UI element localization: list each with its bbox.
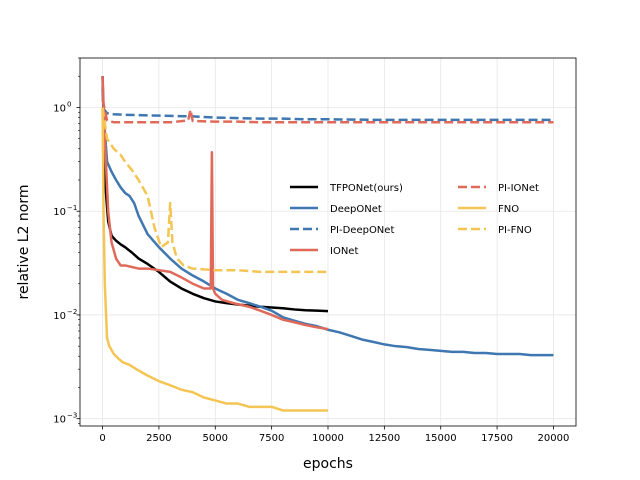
series-line-ionet: [101, 76, 329, 331]
legend-label: IONet: [330, 246, 358, 257]
grid-lines: [80, 58, 576, 426]
series-line-pi-deeponet: [101, 106, 554, 122]
y-tick-label: 10: [53, 207, 66, 218]
x-tick-label: 0: [99, 433, 105, 444]
x-tick-label: 17500: [481, 433, 513, 444]
legend: TFPONet(ours) DeepONet PI-DeepONet IONet PI-…: [290, 183, 539, 257]
series-line-tfponet-ours: [101, 76, 329, 313]
x-tick-label: 15000: [425, 433, 457, 444]
x-tick-label: 10000: [312, 433, 344, 444]
y-tick-label: 10: [53, 415, 66, 426]
y-tick-exponent: −3: [67, 412, 77, 420]
x-tick-label: 2500: [146, 433, 171, 444]
y-tick-exponent: −1: [67, 204, 77, 212]
x-tick-label: 20000: [538, 433, 570, 444]
series-line-fno: [101, 107, 328, 412]
y-tick-exponent: −2: [67, 308, 77, 316]
legend-label: PI-DeepONet: [330, 225, 394, 236]
x-tick-label: 12500: [368, 433, 400, 444]
series-line-deeponet: [101, 89, 554, 357]
x-axis: 0 2500 5000 7500 10000 12500 15000 17500 20000: [99, 426, 569, 444]
y-tick-label: 10: [53, 311, 66, 322]
y-axis-label: relative L2 norm: [16, 184, 32, 299]
y-tick-label: 10: [53, 103, 66, 114]
series-line-pi-ionet: [101, 99, 554, 124]
x-tick-label: 7500: [259, 433, 284, 444]
x-tick-label: 5000: [203, 433, 228, 444]
legend-label: TFPONet(ours): [329, 183, 403, 194]
legend-label: DeepONet: [330, 204, 382, 215]
series-layer: [101, 76, 554, 412]
legend-label: PI-FNO: [498, 225, 532, 236]
x-axis-label: epochs: [303, 456, 353, 472]
y-tick-exponent: 0: [67, 100, 71, 108]
legend-label: PI-IONet: [498, 183, 539, 194]
series-line-pi-fno: [101, 107, 328, 274]
legend-label: FNO: [498, 204, 519, 215]
